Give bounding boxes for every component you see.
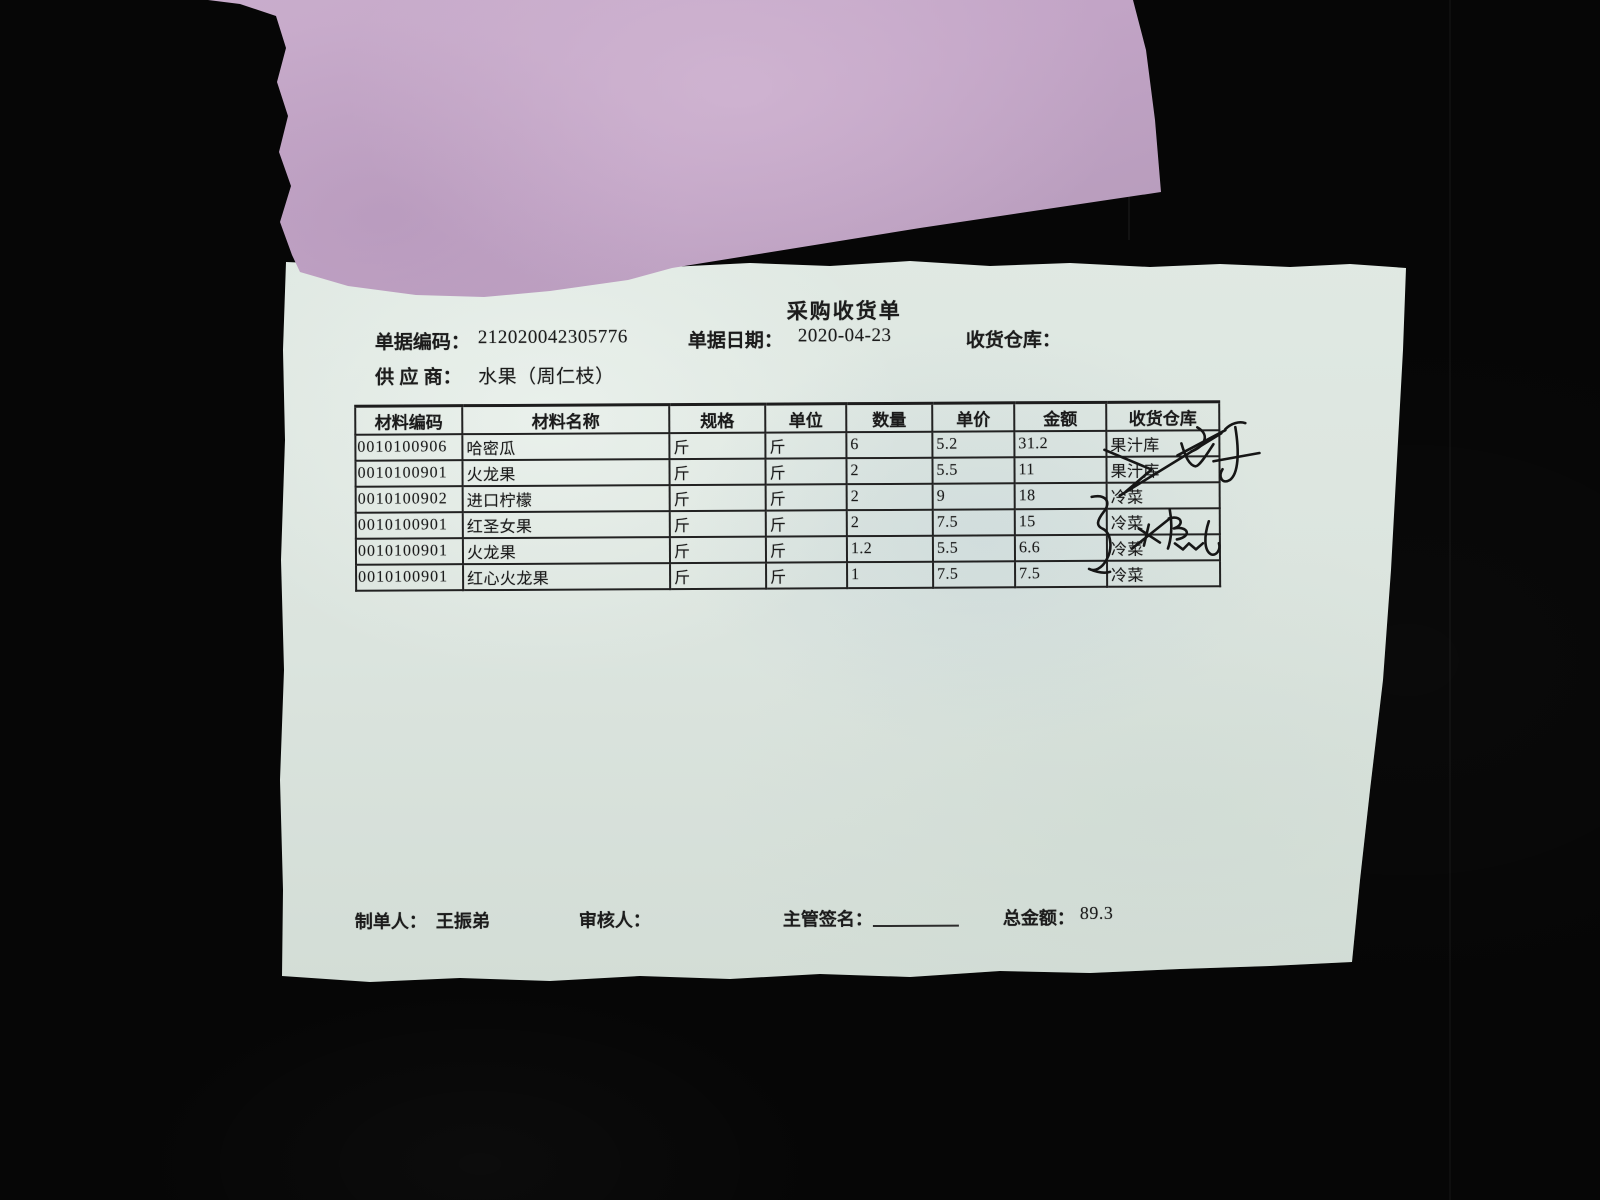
receipt-paper: 采购收货单 单据编码： 212020042305776 单据日期： 2020-0… (280, 260, 1406, 982)
table-cell: 斤 (765, 432, 847, 459)
preparer-name: 王振弟 (435, 911, 490, 932)
column-header: 材料编码 (355, 405, 463, 435)
preparer-label: 制单人： (354, 911, 427, 932)
table-cell: 9 (932, 483, 1015, 510)
signature-label: 主管签名： (782, 909, 873, 930)
table-cell: 斤 (765, 510, 847, 537)
table-cell: 0010100901 (355, 460, 463, 487)
table-cell: 2 (846, 457, 933, 485)
table-cell: 7.5 (932, 509, 1015, 536)
table-cell: 斤 (765, 484, 847, 511)
doc-no-value: 212020042305776 (477, 326, 628, 349)
table-cell: 斤 (670, 562, 767, 590)
background-crease (1449, 0, 1451, 1200)
table-cell: 6 (846, 431, 933, 459)
pink-paper (208, 0, 1161, 297)
table-cell: 0010100906 (355, 434, 463, 461)
reviewer-label: 审核人： (578, 910, 651, 931)
table-cell: 2 (846, 509, 933, 537)
table-cell: 冷菜 (1107, 560, 1221, 587)
table-cell: 红心火龙果 (463, 563, 671, 591)
table-cell: 冷菜 (1106, 482, 1220, 509)
supplier-label: 供 应 商： (374, 367, 462, 389)
table-cell: 果汁库 (1106, 456, 1220, 483)
table-cell: 18 (1014, 482, 1107, 510)
column-header: 单位 (765, 403, 847, 433)
table-cell: 1.2 (846, 535, 934, 563)
table-cell: 5.2 (932, 431, 1015, 458)
column-header: 材料名称 (462, 404, 670, 435)
table-cell: 0010100901 (355, 538, 464, 565)
table-cell: 火龙果 (462, 459, 670, 487)
signature-blank-line (872, 924, 959, 928)
table-cell: 斤 (669, 432, 766, 460)
table-cell: 斤 (669, 536, 767, 564)
table-cell: 进口柠檬 (462, 485, 670, 513)
table-cell: 果汁库 (1106, 430, 1220, 457)
table-cell: 斤 (669, 484, 766, 512)
table-cell: 5.5 (932, 535, 1016, 562)
warehouse-label: 收货仓库： (965, 330, 1061, 352)
table-cell: 斤 (766, 562, 848, 589)
items-table: 材料编码 材料名称 规格 单位 数量 单价 金额 收货仓库 0010100906 哈密瓜斤斤 6 5… (354, 400, 1221, 592)
table-cell: 6.6 (1014, 534, 1108, 562)
column-header: 单价 (932, 402, 1015, 432)
column-header: 数量 (846, 403, 933, 433)
table-cell: 斤 (765, 536, 848, 563)
total-label: 总金额： (1002, 907, 1075, 929)
table-cell: 2 (846, 483, 933, 511)
table-cell: 斤 (765, 458, 847, 485)
table-cell: 15 (1014, 508, 1107, 536)
table-cell: 斤 (669, 510, 766, 538)
table-cell: 冷菜 (1106, 508, 1220, 535)
table-cell: 哈密瓜 (462, 433, 670, 461)
table-cell: 斤 (669, 458, 766, 486)
table-cell: 0010100902 (355, 486, 463, 513)
table-header-row: 材料编码 材料名称 规格 单位 数量 单价 金额 收货仓库 (355, 401, 1220, 435)
supplier-value: 水果（周仁枝） (477, 366, 615, 389)
total-value: 89.3 (1079, 902, 1114, 923)
table-cell: 7.5 (933, 561, 1016, 588)
column-header: 规格 (669, 404, 766, 434)
table-cell: 5.5 (932, 457, 1015, 484)
doc-title: 采购收货单 (786, 299, 902, 324)
table-cell: 红圣女果 (462, 511, 670, 539)
table-cell: 0010100901 (355, 512, 463, 539)
table-cell: 火龙果 (462, 537, 671, 565)
table-cell: 冷菜 (1106, 534, 1221, 561)
doc-no-label: 单据编码： (374, 332, 470, 354)
table-cell: 1 (847, 561, 934, 589)
table-cell: 31.2 (1014, 430, 1107, 458)
table-cell: 11 (1014, 456, 1107, 484)
doc-date-value: 2020-04-23 (797, 324, 892, 347)
column-header: 收货仓库 (1106, 401, 1220, 431)
table-cell: 0010100901 (356, 564, 464, 591)
doc-date-label: 单据日期： (687, 330, 783, 353)
column-header: 金额 (1014, 402, 1107, 432)
table-cell: 7.5 (1015, 560, 1108, 588)
printed-content: 采购收货单 单据编码： 212020042305776 单据日期： 2020-0… (280, 260, 1406, 982)
table-row: 0010100901 红心火龙果斤斤 1 7.5 7.5 冷菜 (356, 560, 1221, 591)
